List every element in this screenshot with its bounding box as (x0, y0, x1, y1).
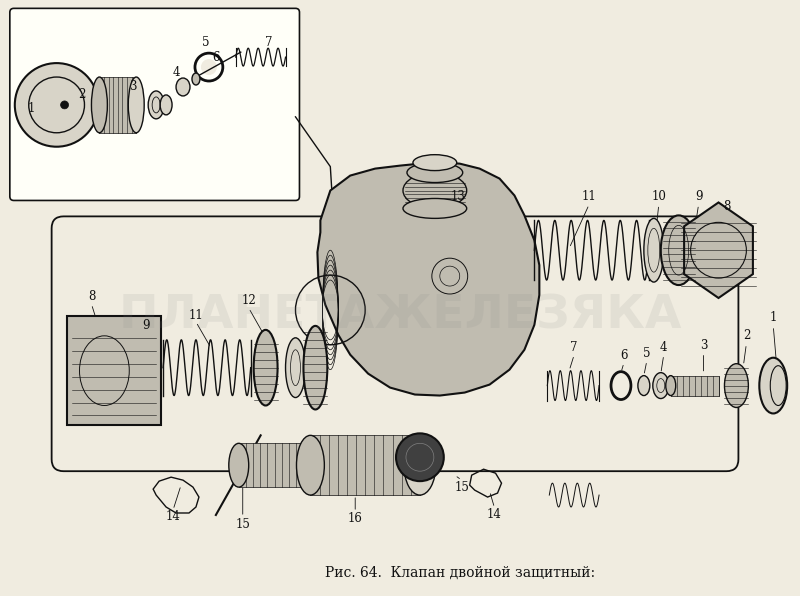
Ellipse shape (396, 433, 444, 481)
Text: 5: 5 (643, 347, 650, 360)
Ellipse shape (160, 95, 172, 115)
Text: 15: 15 (454, 480, 469, 493)
Ellipse shape (229, 443, 249, 487)
Ellipse shape (616, 378, 626, 393)
FancyBboxPatch shape (10, 8, 299, 200)
Ellipse shape (303, 326, 327, 409)
Text: 8: 8 (88, 290, 95, 303)
Ellipse shape (653, 372, 669, 399)
Polygon shape (684, 203, 753, 298)
Bar (238, 443, 310, 487)
Text: 2: 2 (78, 88, 85, 101)
Text: 7: 7 (570, 342, 578, 354)
Text: 3: 3 (700, 339, 707, 352)
Text: 9: 9 (142, 319, 150, 333)
Text: 7: 7 (265, 36, 272, 49)
Bar (670, 375, 718, 396)
Ellipse shape (759, 358, 787, 414)
Text: 3: 3 (130, 80, 137, 94)
Ellipse shape (15, 63, 98, 147)
Text: 11: 11 (189, 309, 203, 322)
Ellipse shape (661, 215, 697, 285)
Text: 1: 1 (770, 311, 777, 324)
Ellipse shape (404, 435, 436, 495)
Text: ПЛАНЕТАЖЕЛЕЗЯКА: ПЛАНЕТАЖЕЛЕЗЯКА (118, 293, 682, 339)
Bar (310, 435, 420, 495)
Ellipse shape (403, 173, 466, 209)
Text: 5: 5 (202, 36, 210, 49)
Ellipse shape (201, 59, 217, 75)
Text: 15: 15 (235, 519, 250, 532)
Text: 4: 4 (660, 342, 667, 354)
Bar (66, 316, 161, 426)
Ellipse shape (254, 330, 278, 405)
Text: 11: 11 (582, 190, 597, 203)
Polygon shape (318, 163, 539, 396)
Text: 6: 6 (620, 349, 628, 362)
Ellipse shape (666, 375, 676, 396)
Text: 8: 8 (722, 200, 730, 213)
Ellipse shape (644, 218, 664, 282)
Ellipse shape (176, 78, 190, 96)
Text: 9: 9 (695, 190, 702, 203)
Text: Рис. 64.  Клапан двойной защитный:: Рис. 64. Клапан двойной защитный: (325, 566, 594, 580)
Ellipse shape (638, 375, 650, 396)
Ellipse shape (298, 443, 322, 487)
Ellipse shape (91, 77, 107, 133)
Ellipse shape (770, 366, 786, 405)
Text: 13: 13 (450, 190, 465, 203)
Ellipse shape (61, 101, 69, 109)
Text: 14: 14 (166, 511, 181, 523)
Text: 1: 1 (28, 103, 35, 116)
Ellipse shape (725, 364, 748, 408)
Bar (99, 77, 136, 133)
Ellipse shape (148, 91, 164, 119)
Text: 2: 2 (742, 330, 750, 342)
Ellipse shape (297, 435, 324, 495)
Text: 12: 12 (242, 294, 256, 308)
Ellipse shape (192, 73, 200, 85)
Text: 4: 4 (172, 66, 180, 79)
Ellipse shape (286, 338, 306, 398)
Text: 10: 10 (651, 190, 666, 203)
Ellipse shape (403, 198, 466, 218)
Text: 14: 14 (487, 508, 502, 522)
Ellipse shape (128, 77, 144, 133)
Ellipse shape (413, 155, 457, 170)
Text: 6: 6 (212, 51, 220, 64)
Text: 16: 16 (348, 513, 362, 526)
Ellipse shape (407, 163, 462, 182)
